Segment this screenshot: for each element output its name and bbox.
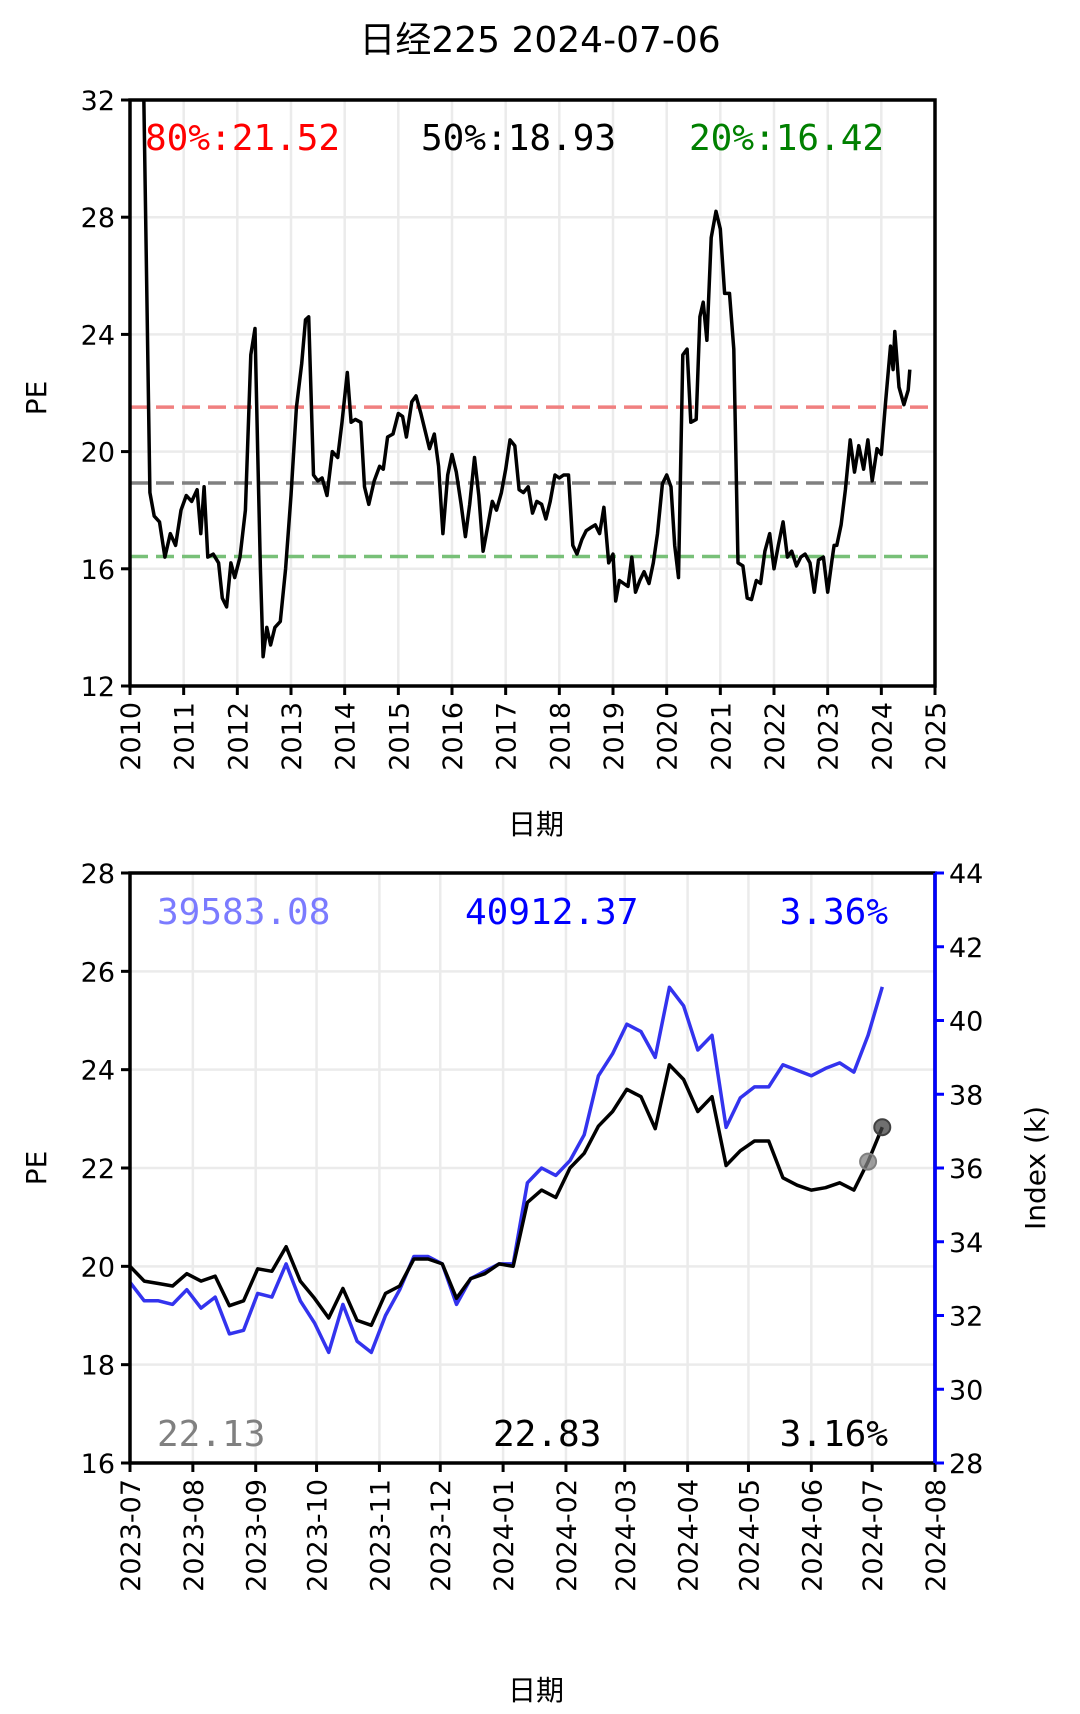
index-prev-value: 39583.08: [157, 892, 330, 933]
bottom-y-tick-label: 26: [81, 957, 115, 988]
bottom-x-ticks: 2023-07 2023-08 2023-09 2023-10 2023-11 2023-…: [116, 1463, 952, 1592]
bottom-x-tick-label: 2023-12: [426, 1479, 457, 1592]
index-y-tick-label: 40: [949, 1007, 983, 1038]
bottom-x-tick-label: 2023-08: [179, 1479, 210, 1592]
bottom-y-tick-label: 16: [81, 1449, 115, 1480]
bottom-x-tick-label: 2024-03: [611, 1479, 642, 1592]
top-x-tick-label: 2020: [653, 702, 684, 771]
pe-history-series: [142, 100, 912, 659]
pe-history-chart: 2010 2011 2012 2013 2014 2015 2016 2017 2018 2019…: [20, 86, 952, 841]
top-x-ticks: 2010 2011 2012 2013 2014 2015 2016 2017 2018 2019…: [116, 686, 952, 771]
top-x-tick-label: 2012: [223, 702, 254, 771]
pe-line: [128, 1063, 884, 1328]
index-y-ticks: 28 30 32 34 36 38 40 42 44: [935, 859, 983, 1480]
ref-label-80: 80%:21.52: [145, 118, 340, 159]
top-x-tick-label: 2013: [277, 702, 308, 771]
bottom-x-tick-label: 2024-06: [797, 1479, 828, 1592]
top-plot-frame: [128, 98, 937, 688]
bottom-y-tick-label: 28: [81, 859, 115, 890]
ref-label-50: 50%:18.93: [421, 118, 616, 159]
top-x-tick-label: 2017: [492, 702, 523, 771]
top-x-tick-label: 2016: [438, 702, 469, 771]
index-y-tick-label: 30: [949, 1375, 983, 1406]
bottom-x-tick-label: 2024-04: [674, 1479, 705, 1592]
pe-last-value: 22.83: [493, 1414, 601, 1455]
percentile-reference-lines: [130, 405, 935, 559]
ref-label-20: 20%:16.42: [689, 118, 884, 159]
top-y-tick-label: 16: [81, 555, 115, 586]
index-y-tick-label: 44: [949, 859, 983, 890]
index-y-tick-label: 42: [949, 933, 983, 964]
top-x-axis-label: 日期: [508, 808, 564, 841]
top-x-tick-label: 2019: [599, 702, 630, 771]
top-x-tick-label: 2018: [545, 702, 576, 771]
recent-series: [128, 985, 884, 1355]
top-y-axis-label: PE: [20, 381, 53, 416]
bottom-x-tick-label: 2024-02: [552, 1479, 583, 1592]
bottom-y-tick-label: 18: [81, 1351, 115, 1382]
index-y-tick-label: 38: [949, 1080, 983, 1111]
top-y-tick-label: 28: [81, 203, 115, 234]
bottom-grid: [128, 871, 937, 1465]
bottom-x-tick-label: 2024-01: [489, 1479, 520, 1592]
bottom-x-tick-label: 2024-07: [858, 1479, 889, 1592]
top-x-tick-label: 2015: [384, 702, 415, 771]
bottom-y-axis-label: PE: [20, 1151, 53, 1186]
top-x-tick-label: 2010: [116, 702, 147, 771]
bottom-x-axis-label: 日期: [508, 1674, 564, 1707]
top-x-tick-label: 2023: [814, 702, 845, 771]
top-y-tick-label: 24: [81, 320, 115, 351]
recent-pe-index-chart: 2023-07 2023-08 2023-09 2023-10 2023-11 2023-…: [20, 859, 1052, 1707]
index-last-value: 40912.37: [465, 892, 638, 933]
index-y-tick-label: 34: [949, 1228, 983, 1259]
bottom-x-tick-label: 2023-11: [365, 1479, 396, 1592]
pe-marker: [859, 1152, 878, 1171]
top-y-tick-label: 12: [81, 672, 115, 703]
top-x-tick-label: 2022: [760, 702, 791, 771]
bottom-x-tick-label: 2023-09: [242, 1479, 273, 1592]
bottom-y-ticks: 16 18 20 22 24 26 28: [81, 859, 130, 1480]
top-x-tick-label: 2024: [867, 702, 898, 771]
bottom-x-tick-label: 2024-08: [921, 1479, 952, 1592]
pe-prev-value: 22.13: [157, 1414, 265, 1455]
index-y-tick-label: 36: [949, 1154, 983, 1185]
bottom-y-tick-label: 20: [81, 1252, 115, 1283]
top-y-tick-label: 20: [81, 438, 115, 469]
pe-marker: [873, 1118, 892, 1137]
index-line: [128, 985, 884, 1355]
top-y-tick-label: 32: [81, 86, 115, 117]
top-y-ticks: 12 16 20 24 28 32: [81, 86, 130, 703]
bottom-x-tick-label: 2023-07: [116, 1479, 147, 1592]
pe-history-line: [142, 100, 912, 659]
figure-title: 日经225 2024-07-06: [359, 20, 720, 61]
bottom-y2-axis-label: Index (k): [1019, 1106, 1052, 1230]
bottom-y-tick-label: 22: [81, 1154, 115, 1185]
index-change: 3.36%: [780, 892, 889, 933]
index-y-tick-label: 32: [949, 1302, 983, 1333]
pe-change: 3.16%: [780, 1414, 889, 1455]
top-x-tick-label: 2021: [706, 702, 737, 771]
index-y-tick-label: 28: [949, 1449, 983, 1480]
bottom-x-tick-label: 2023-10: [303, 1479, 334, 1592]
bottom-y-tick-label: 24: [81, 1056, 115, 1087]
top-x-tick-label: 2014: [331, 702, 362, 771]
top-x-tick-label: 2025: [921, 702, 952, 771]
top-x-tick-label: 2011: [170, 702, 201, 771]
recent-markers: [859, 1118, 892, 1171]
bottom-x-tick-label: 2024-05: [734, 1479, 765, 1592]
